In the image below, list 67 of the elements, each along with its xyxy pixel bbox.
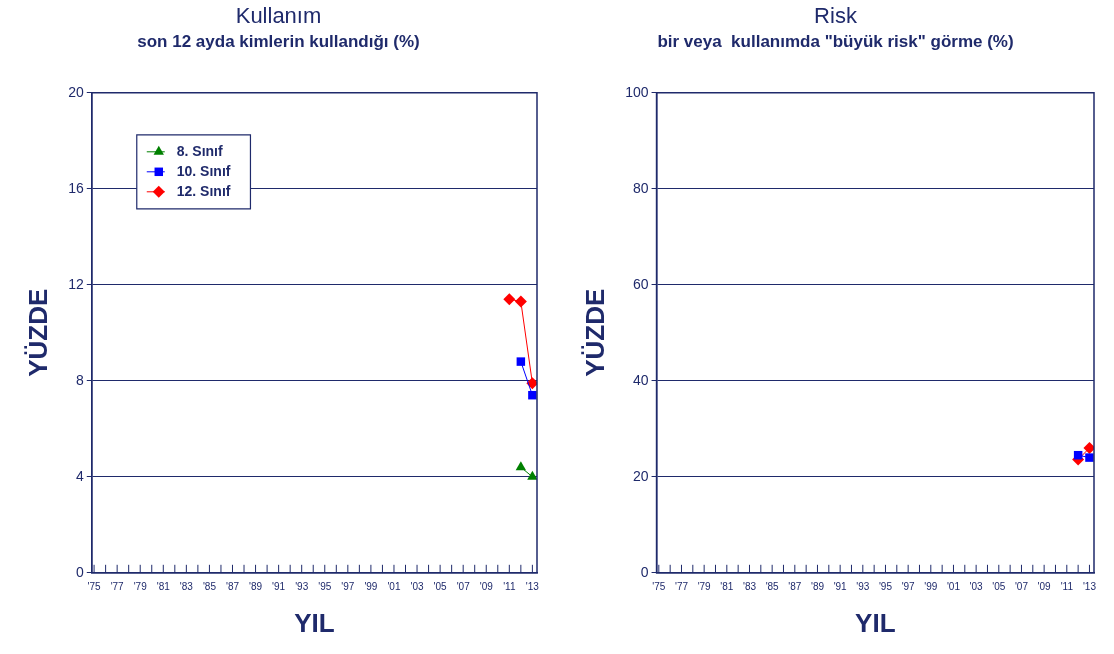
x-tick-label: '09 — [1037, 580, 1052, 592]
chart-title: Kullanım — [235, 3, 322, 29]
x-tick-label: '93 — [295, 580, 309, 592]
x-tick-label: '07 — [456, 580, 471, 592]
y-tick-label: 80 — [632, 179, 649, 196]
chart-subtitle: bir veya kullanımda "büyük risk" görme (%) — [657, 32, 1014, 52]
y-tick-label: 12 — [68, 275, 84, 292]
x-tick-label: '89 — [810, 580, 825, 592]
x-tick-label: '93 — [856, 580, 870, 592]
x-tick-label: '75 — [87, 580, 102, 592]
legend-label: 8. Sınıf — [176, 142, 224, 159]
x-tick-label: '91 — [272, 580, 286, 592]
x-tick-label: '91 — [833, 580, 848, 592]
x-tick-label: '99 — [364, 580, 378, 592]
point — [516, 357, 526, 366]
x-axis-title: YIL — [294, 607, 335, 638]
x-tick-label: '81 — [156, 580, 171, 592]
y-tick-label: 4 — [75, 467, 84, 484]
point — [503, 293, 516, 306]
x-tick-label: '01 — [387, 580, 401, 592]
x-tick-label: '97 — [901, 580, 916, 592]
x-tick-label: '13 — [525, 580, 540, 592]
x-tick-label: '07 — [1014, 580, 1029, 592]
x-tick-label: '05 — [433, 580, 448, 592]
x-tick-label: '11 — [1060, 580, 1074, 592]
x-tick-label: '83 — [742, 580, 757, 592]
y-tick-label: 0 — [75, 563, 84, 580]
x-tick-label: '87 — [788, 580, 802, 592]
chart-subtitle: son 12 ayda kimlerin kullandığı (%) — [137, 32, 420, 52]
x-tick-label: '95 — [318, 580, 332, 592]
y-tick-label: 0 — [640, 563, 649, 580]
x-tick-label: '95 — [878, 580, 893, 592]
y-tick-label: 100 — [625, 83, 649, 100]
x-tick-label: '75 — [652, 580, 666, 592]
chart-title: Risk — [814, 3, 858, 29]
y-axis-title: YÜZDE — [22, 288, 53, 377]
x-tick-label: '79 — [697, 580, 712, 592]
x-tick-label: '99 — [924, 580, 938, 592]
x-tick-label: '87 — [225, 580, 240, 592]
x-tick-label: '13 — [1082, 580, 1097, 592]
point — [526, 377, 537, 390]
x-tick-label: '11 — [503, 580, 516, 592]
x-tick-label: '85 — [765, 580, 780, 592]
y-axis-title: YÜZDE — [579, 288, 610, 377]
x-tick-label: '03 — [410, 580, 424, 592]
x-tick-label: '81 — [720, 580, 734, 592]
x-tick-label: '85 — [202, 580, 217, 592]
y-tick-label: 60 — [632, 275, 649, 292]
x-tick-label: '79 — [133, 580, 148, 592]
point — [514, 295, 527, 308]
y-tick-label: 16 — [68, 179, 84, 196]
y-tick-label: 20 — [68, 83, 84, 100]
x-tick-label: '05 — [992, 580, 1006, 592]
x-tick-label: '01 — [946, 580, 961, 592]
x-tick-label: '89 — [249, 580, 263, 592]
x-tick-label: '77 — [110, 580, 125, 592]
y-tick-label: 8 — [75, 371, 84, 388]
x-tick-label: '83 — [179, 580, 194, 592]
x-tick-label: '77 — [674, 580, 689, 592]
x-axis-title: YIL — [855, 607, 896, 638]
y-tick-label: 40 — [632, 371, 649, 388]
x-tick-label: '97 — [341, 580, 355, 592]
legend-label: 10. Sınıf — [176, 162, 231, 179]
x-tick-label: '03 — [969, 580, 984, 592]
legend-label: 12. Sınıf — [176, 182, 231, 199]
x-tick-label: '09 — [479, 580, 494, 592]
y-tick-label: 20 — [632, 467, 649, 484]
